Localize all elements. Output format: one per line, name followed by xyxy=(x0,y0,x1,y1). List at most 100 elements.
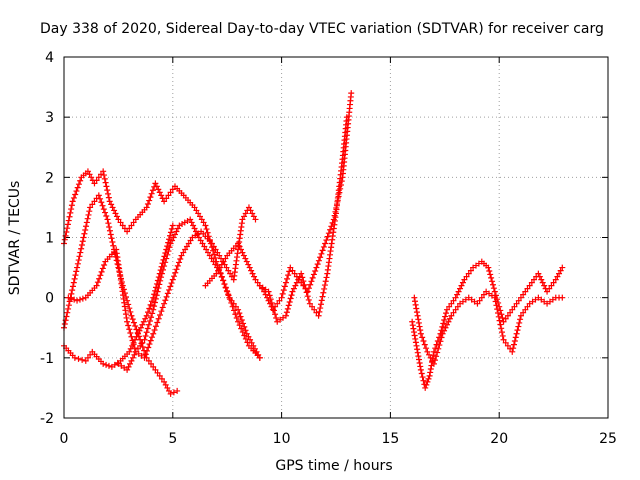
data-point xyxy=(423,381,430,388)
data-point xyxy=(157,277,164,284)
data-point xyxy=(509,306,516,313)
data-point xyxy=(245,204,252,211)
data-point xyxy=(164,384,171,391)
data-point xyxy=(285,302,292,309)
data-point xyxy=(434,349,441,356)
data-point xyxy=(152,323,159,330)
data-point xyxy=(236,310,243,317)
data-point xyxy=(169,237,176,244)
data-point xyxy=(67,209,74,216)
data-point xyxy=(188,219,195,226)
data-point xyxy=(317,254,324,261)
data-point xyxy=(86,208,93,215)
data-point xyxy=(552,276,559,283)
data-point xyxy=(293,279,300,286)
data-point xyxy=(127,308,134,315)
data-point xyxy=(145,357,152,364)
data-point xyxy=(193,207,200,214)
data-point xyxy=(441,317,448,324)
data-point xyxy=(504,342,511,349)
data-point xyxy=(304,293,311,300)
data-point xyxy=(411,332,418,339)
data-point xyxy=(454,291,461,298)
data-point xyxy=(415,319,422,326)
data-point xyxy=(144,325,151,332)
data-point xyxy=(491,288,498,295)
data-point xyxy=(220,277,227,284)
data-point xyxy=(126,348,133,355)
data-point xyxy=(322,278,329,285)
data-point xyxy=(212,246,219,253)
data-point xyxy=(64,221,71,228)
data-point xyxy=(88,174,95,181)
data-point xyxy=(541,282,548,289)
data-point xyxy=(97,272,104,279)
data-point xyxy=(191,225,198,232)
data-point xyxy=(321,285,328,292)
data-point xyxy=(238,325,245,332)
data-point xyxy=(427,366,434,373)
data-point xyxy=(323,237,330,244)
data-point xyxy=(149,187,156,194)
data-point xyxy=(161,300,168,307)
data-point xyxy=(412,339,419,346)
data-point xyxy=(144,200,151,207)
data-point xyxy=(548,282,555,289)
data-point xyxy=(247,336,254,343)
data-point xyxy=(253,348,260,355)
data-point xyxy=(480,291,487,298)
data-point xyxy=(97,195,104,202)
data-point xyxy=(486,268,493,275)
data-point xyxy=(266,292,273,299)
data-point xyxy=(74,184,81,191)
data-point xyxy=(106,227,113,234)
data-point xyxy=(212,261,219,268)
data-point xyxy=(270,307,277,314)
data-point xyxy=(223,287,230,294)
data-point xyxy=(170,234,177,241)
data-point xyxy=(494,306,501,313)
data-point xyxy=(64,225,71,232)
data-point xyxy=(249,210,256,217)
data-point xyxy=(164,251,171,258)
data-point xyxy=(239,216,246,223)
data-point xyxy=(223,264,230,271)
data-point xyxy=(111,207,118,214)
data-point xyxy=(554,273,561,280)
data-point xyxy=(235,306,242,313)
data-point xyxy=(211,251,218,258)
data-point xyxy=(418,370,425,377)
data-point xyxy=(267,296,274,303)
data-point xyxy=(246,264,253,271)
data-point xyxy=(492,298,499,305)
data-point xyxy=(176,259,183,266)
data-point xyxy=(327,226,334,233)
data-point xyxy=(155,285,162,292)
data-point xyxy=(231,307,237,314)
data-point xyxy=(291,270,298,277)
data-point xyxy=(295,276,302,283)
data-point xyxy=(141,354,148,361)
data-point xyxy=(82,226,89,233)
data-point xyxy=(504,312,511,319)
data-point xyxy=(168,225,175,232)
data-point xyxy=(137,324,144,331)
data-point xyxy=(70,279,77,286)
data-point xyxy=(314,261,321,268)
data-point xyxy=(102,209,109,216)
data-point xyxy=(320,243,327,250)
data-point xyxy=(158,270,165,277)
data-point xyxy=(158,274,165,281)
data-point xyxy=(419,374,426,381)
data-point xyxy=(65,302,72,309)
data-point xyxy=(143,204,150,211)
data-point xyxy=(82,357,89,364)
data-point xyxy=(509,348,516,355)
data-point xyxy=(215,267,222,274)
data-point xyxy=(513,300,520,307)
data-point xyxy=(426,351,433,358)
data-point xyxy=(239,249,246,256)
data-point xyxy=(202,222,209,229)
data-point xyxy=(465,270,472,277)
data-point xyxy=(203,226,210,233)
